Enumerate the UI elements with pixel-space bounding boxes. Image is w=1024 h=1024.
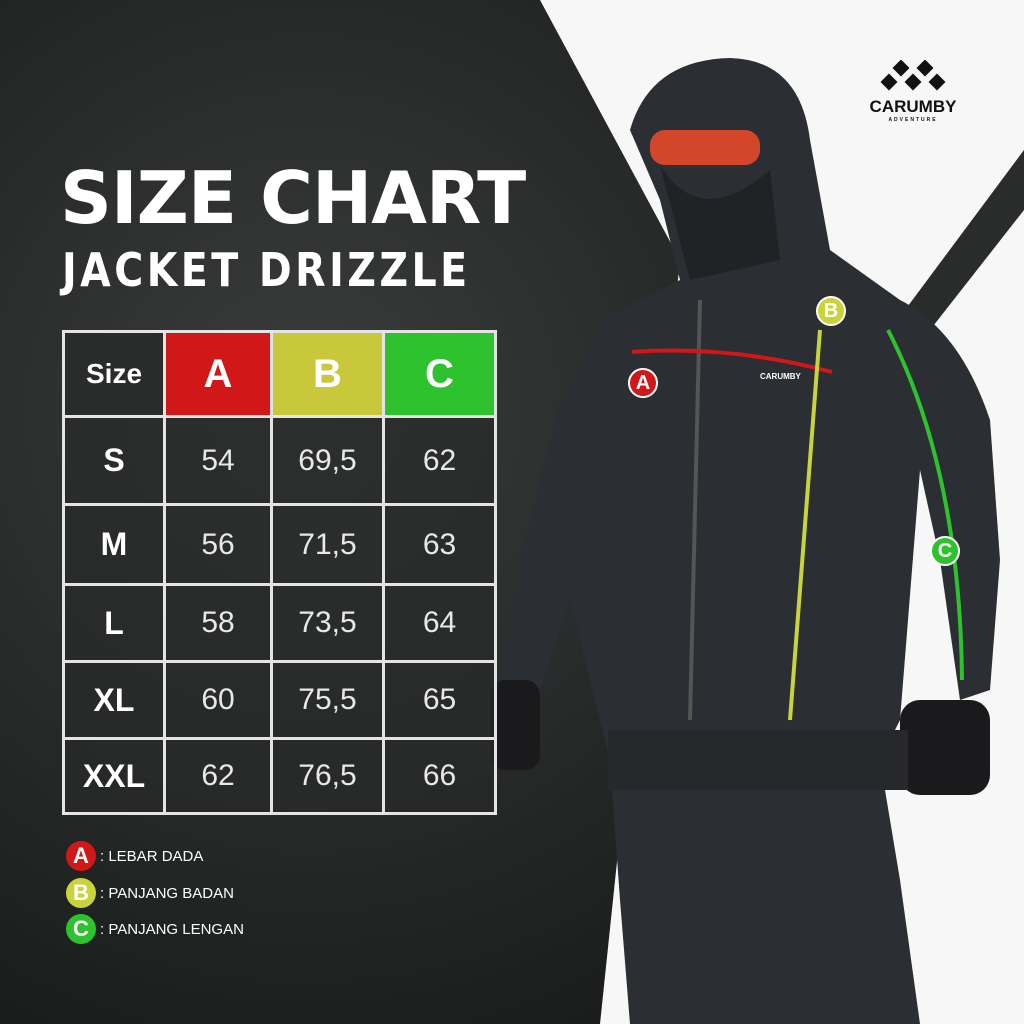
brand-name: CARUMBY [869, 97, 957, 116]
glove-left [490, 680, 540, 770]
cell-b: 75,5 [270, 660, 385, 740]
cell-c: 65 [382, 660, 497, 740]
table-row: S 54 69,5 62 [62, 415, 497, 506]
cell-b: 71,5 [270, 503, 385, 586]
cell-a: 56 [163, 503, 273, 586]
legend-badge: C [66, 914, 96, 944]
brand-logo: CARUMBY ADVENTURE [858, 59, 968, 123]
arrow-b [788, 329, 822, 721]
cell-b: 76,5 [270, 737, 385, 815]
size-table: Size A B C S 54 69,5 62 M 56 71,5 63 L 58 73,5 64… [62, 330, 497, 815]
annotation-b: B [816, 296, 846, 326]
legend-badge: A [66, 841, 96, 871]
cell-c: 64 [382, 583, 497, 663]
header-a: A [163, 330, 273, 418]
table-header-row: Size A B C [62, 330, 497, 418]
cell-a: 58 [163, 583, 273, 663]
diamond-cluster-icon [880, 59, 946, 91]
arrow-a [631, 348, 833, 374]
page-title: SIZE CHART [60, 156, 526, 240]
cell-b: 69,5 [270, 415, 385, 506]
table-row: M 56 71,5 63 [62, 503, 497, 586]
annotation-c: C [930, 536, 960, 566]
cell-c: 62 [382, 415, 497, 506]
table-row: L 58 73,5 64 [62, 583, 497, 663]
glove-right [900, 700, 990, 795]
cell-size: XL [62, 660, 166, 740]
model-figure [490, 58, 1000, 1024]
cell-c: 66 [382, 737, 497, 815]
sunglasses [650, 130, 760, 165]
brand-tagline: ADVENTURE [888, 117, 938, 123]
annotation-a: A [628, 368, 658, 398]
cell-size: L [62, 583, 166, 663]
header-size: Size [62, 330, 166, 418]
dark-stripe [905, 150, 1024, 330]
table-row: XXL 62 76,5 66 [62, 737, 497, 815]
cell-a: 62 [163, 737, 273, 815]
legend-item-a: A: LEBAR DADA [66, 841, 203, 871]
cell-size: M [62, 503, 166, 586]
page-subtitle: JACKET DRIZZLE [62, 243, 471, 297]
legend-item-c: C: PANJANG LENGAN [66, 914, 244, 944]
cell-a: 54 [163, 415, 273, 506]
cell-size: S [62, 415, 166, 506]
table-row: XL 60 75,5 65 [62, 660, 497, 740]
header-c: C [382, 330, 497, 418]
cell-b: 73,5 [270, 583, 385, 663]
cell-c: 63 [382, 503, 497, 586]
legend-item-b: B: PANJANG BADAN [66, 878, 234, 908]
cell-size: XXL [62, 737, 166, 815]
cell-a: 60 [163, 660, 273, 740]
legend-badge: B [66, 878, 96, 908]
legend-label: : LEBAR DADA [100, 847, 204, 865]
legend-label: : PANJANG LENGAN [100, 920, 244, 938]
legend-label: : PANJANG BADAN [100, 884, 234, 902]
header-b: B [270, 330, 385, 418]
arrow-c [886, 329, 964, 681]
jacket-logo: CARUMBY [760, 372, 801, 381]
